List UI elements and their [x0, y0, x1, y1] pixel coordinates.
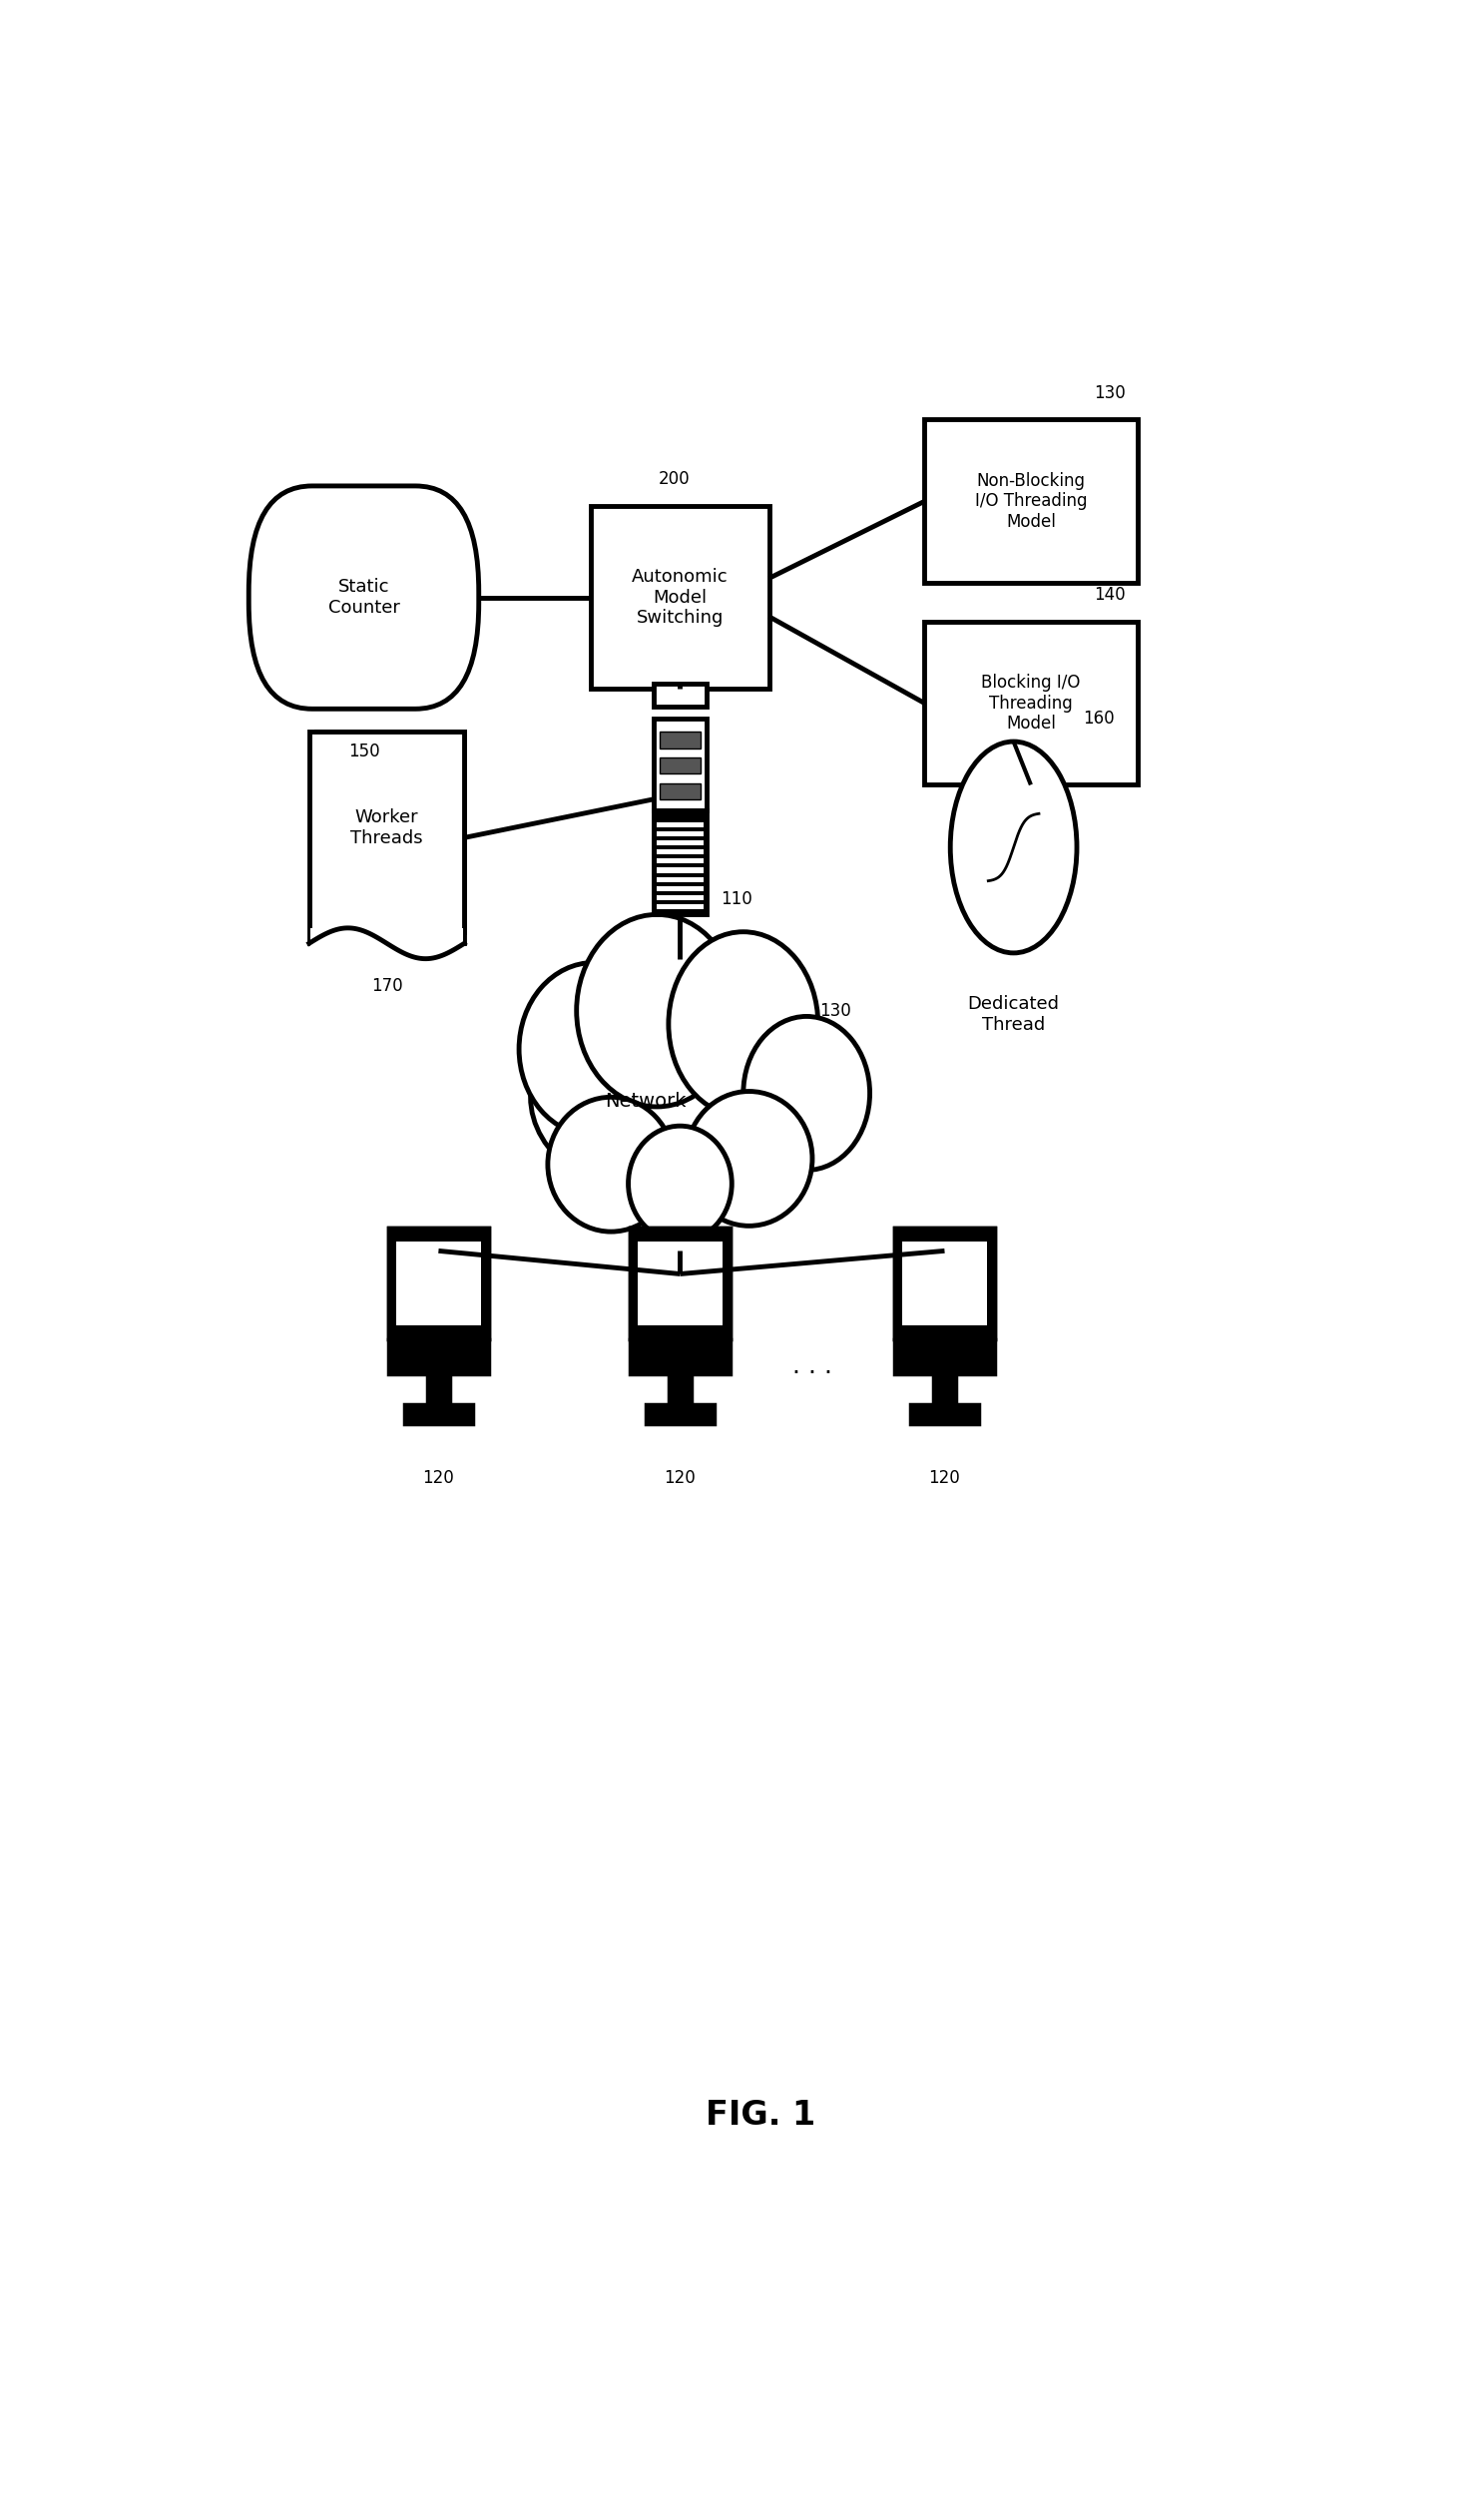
- Text: Blocking I/O
Threading
Model: Blocking I/O Threading Model: [981, 674, 1080, 734]
- Bar: [925, 419, 1137, 584]
- Bar: [656, 821, 703, 826]
- Text: Worker
Threads: Worker Threads: [350, 809, 423, 849]
- Bar: [396, 1241, 481, 1325]
- Text: Autonomic
Model
Switching: Autonomic Model Switching: [632, 567, 729, 626]
- Bar: [316, 731, 464, 931]
- Ellipse shape: [548, 1098, 674, 1231]
- Ellipse shape: [531, 991, 830, 1203]
- Text: 120: 120: [929, 1468, 960, 1488]
- Text: 130: 130: [1094, 384, 1126, 402]
- Bar: [309, 731, 464, 943]
- FancyBboxPatch shape: [249, 487, 479, 709]
- Bar: [629, 1228, 730, 1340]
- Text: 120: 120: [665, 1468, 696, 1488]
- Ellipse shape: [668, 931, 818, 1116]
- Bar: [910, 1405, 979, 1423]
- Bar: [656, 876, 703, 881]
- Bar: [660, 756, 700, 774]
- Ellipse shape: [576, 914, 738, 1106]
- Bar: [893, 1228, 996, 1340]
- Bar: [324, 731, 464, 921]
- Text: Dedicated
Thread: Dedicated Thread: [968, 996, 1060, 1033]
- Ellipse shape: [686, 1091, 812, 1226]
- Bar: [653, 811, 706, 914]
- Bar: [656, 896, 703, 901]
- Bar: [656, 841, 703, 846]
- Text: FIG. 1: FIG. 1: [705, 2099, 816, 2132]
- Ellipse shape: [519, 963, 668, 1136]
- Bar: [902, 1241, 987, 1325]
- Bar: [933, 1373, 956, 1405]
- Text: 170: 170: [371, 976, 402, 993]
- Bar: [646, 1405, 715, 1423]
- Bar: [656, 849, 703, 854]
- Bar: [404, 1405, 473, 1423]
- Bar: [653, 684, 706, 706]
- Bar: [656, 904, 703, 909]
- Bar: [387, 1340, 490, 1373]
- Bar: [925, 622, 1137, 784]
- Bar: [427, 1373, 450, 1405]
- Ellipse shape: [628, 1126, 732, 1241]
- Bar: [653, 719, 706, 811]
- Bar: [656, 886, 703, 891]
- Bar: [668, 1373, 692, 1405]
- Bar: [893, 1228, 996, 1340]
- Bar: [387, 1228, 490, 1340]
- Bar: [629, 1228, 730, 1340]
- Bar: [656, 869, 703, 874]
- Text: 140: 140: [1094, 587, 1126, 604]
- Text: Non-Blocking
I/O Threading
Model: Non-Blocking I/O Threading Model: [975, 472, 1086, 532]
- Text: 130: 130: [819, 1001, 852, 1018]
- Bar: [591, 507, 769, 689]
- Text: 120: 120: [423, 1468, 454, 1488]
- Bar: [893, 1340, 996, 1373]
- Bar: [660, 784, 700, 799]
- Bar: [656, 859, 703, 864]
- Bar: [629, 1340, 730, 1373]
- Bar: [387, 1228, 490, 1340]
- Bar: [310, 929, 463, 953]
- Bar: [660, 731, 700, 749]
- Ellipse shape: [743, 1016, 870, 1171]
- Circle shape: [950, 741, 1077, 953]
- Text: 160: 160: [1082, 709, 1114, 726]
- Text: Network: Network: [605, 1091, 686, 1111]
- Text: 200: 200: [659, 469, 690, 489]
- Text: 110: 110: [720, 891, 752, 909]
- Text: Static
Counter: Static Counter: [328, 579, 399, 617]
- Text: . . .: . . .: [792, 1355, 833, 1378]
- Bar: [656, 831, 703, 836]
- Text: 150: 150: [347, 741, 380, 761]
- Bar: [638, 1241, 723, 1325]
